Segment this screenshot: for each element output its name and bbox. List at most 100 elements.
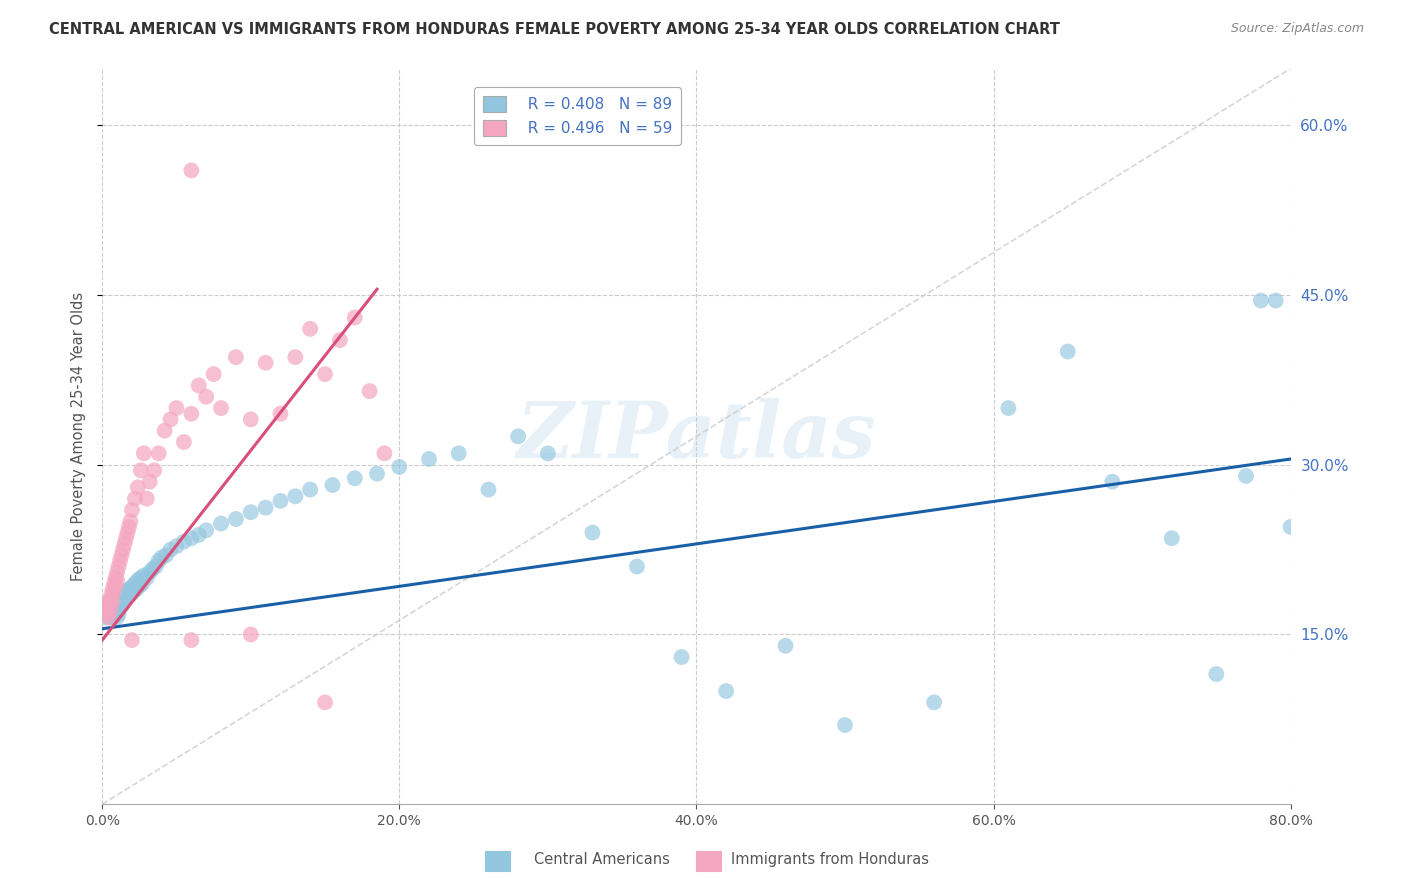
Point xyxy=(128,579,150,593)
Point xyxy=(108,593,131,607)
Point xyxy=(97,596,120,610)
Point xyxy=(180,531,202,545)
Point xyxy=(101,610,124,624)
Point xyxy=(101,602,124,616)
Point xyxy=(103,607,125,621)
Point xyxy=(388,459,411,474)
Point xyxy=(127,480,149,494)
Point xyxy=(94,610,117,624)
Point xyxy=(314,695,336,709)
Point xyxy=(117,525,139,540)
Point xyxy=(100,599,122,614)
Point xyxy=(166,401,188,415)
Point xyxy=(110,548,132,562)
Point xyxy=(447,446,470,460)
Point xyxy=(343,310,366,325)
Point xyxy=(105,605,128,619)
Point xyxy=(125,582,148,597)
Point xyxy=(187,528,209,542)
Point xyxy=(127,573,149,587)
Point xyxy=(114,584,136,599)
Point xyxy=(180,633,202,648)
Point xyxy=(121,633,143,648)
Y-axis label: Female Poverty Among 25-34 Year Olds: Female Poverty Among 25-34 Year Olds xyxy=(72,292,86,581)
Point xyxy=(159,412,181,426)
Point xyxy=(104,571,127,585)
Point xyxy=(239,412,262,426)
Point xyxy=(103,576,125,591)
Point xyxy=(373,446,395,460)
Point xyxy=(105,610,128,624)
Point xyxy=(104,602,127,616)
Point xyxy=(101,582,124,597)
Point xyxy=(121,503,143,517)
Point xyxy=(111,542,134,557)
Point xyxy=(153,424,176,438)
Point xyxy=(101,593,124,607)
Point xyxy=(98,602,121,616)
Point xyxy=(111,596,134,610)
Point xyxy=(321,478,343,492)
Point xyxy=(775,639,797,653)
Text: Central Americans: Central Americans xyxy=(534,852,671,867)
Point xyxy=(508,429,530,443)
Point xyxy=(418,452,440,467)
Point xyxy=(98,596,121,610)
Point xyxy=(1205,667,1227,681)
Point xyxy=(284,350,307,364)
Point xyxy=(1279,520,1302,534)
Point xyxy=(135,491,157,506)
Point xyxy=(299,322,322,336)
Point xyxy=(100,607,122,621)
Point xyxy=(239,505,262,519)
Point xyxy=(209,516,232,531)
Point xyxy=(121,580,143,594)
Point xyxy=(98,593,121,607)
Point xyxy=(131,576,153,591)
Point xyxy=(166,539,188,553)
Point xyxy=(155,548,177,562)
Point xyxy=(142,562,165,576)
Point xyxy=(118,582,141,597)
Point xyxy=(98,605,121,619)
Point xyxy=(359,384,381,398)
Point xyxy=(118,520,141,534)
Point xyxy=(105,565,128,579)
Point xyxy=(110,599,132,614)
Point xyxy=(1234,469,1257,483)
Point xyxy=(139,475,162,489)
Point xyxy=(284,489,307,503)
Point xyxy=(254,356,277,370)
Point xyxy=(148,446,170,460)
Point xyxy=(366,467,388,481)
Point xyxy=(714,684,737,698)
Point xyxy=(187,378,209,392)
Point xyxy=(120,588,142,602)
Point xyxy=(173,435,195,450)
Text: ZIPatlas: ZIPatlas xyxy=(517,398,876,475)
Point xyxy=(108,554,131,568)
Point xyxy=(103,599,125,614)
Point xyxy=(269,494,291,508)
Point xyxy=(299,483,322,497)
Point xyxy=(671,650,693,665)
Point xyxy=(105,599,128,614)
Point xyxy=(1160,531,1182,545)
Point xyxy=(150,550,173,565)
Point xyxy=(107,602,129,616)
Point xyxy=(343,471,366,485)
Point xyxy=(329,333,352,347)
Text: CENTRAL AMERICAN VS IMMIGRANTS FROM HONDURAS FEMALE POVERTY AMONG 25-34 YEAR OLD: CENTRAL AMERICAN VS IMMIGRANTS FROM HOND… xyxy=(49,22,1060,37)
Point xyxy=(98,610,121,624)
Point xyxy=(107,559,129,574)
Point xyxy=(477,483,499,497)
Point xyxy=(1056,344,1078,359)
Point xyxy=(122,584,145,599)
Point xyxy=(195,524,218,538)
Point xyxy=(145,559,167,574)
Point xyxy=(117,584,139,599)
Point xyxy=(1101,475,1123,489)
Point xyxy=(103,605,125,619)
Point xyxy=(108,596,131,610)
Point xyxy=(132,446,155,460)
